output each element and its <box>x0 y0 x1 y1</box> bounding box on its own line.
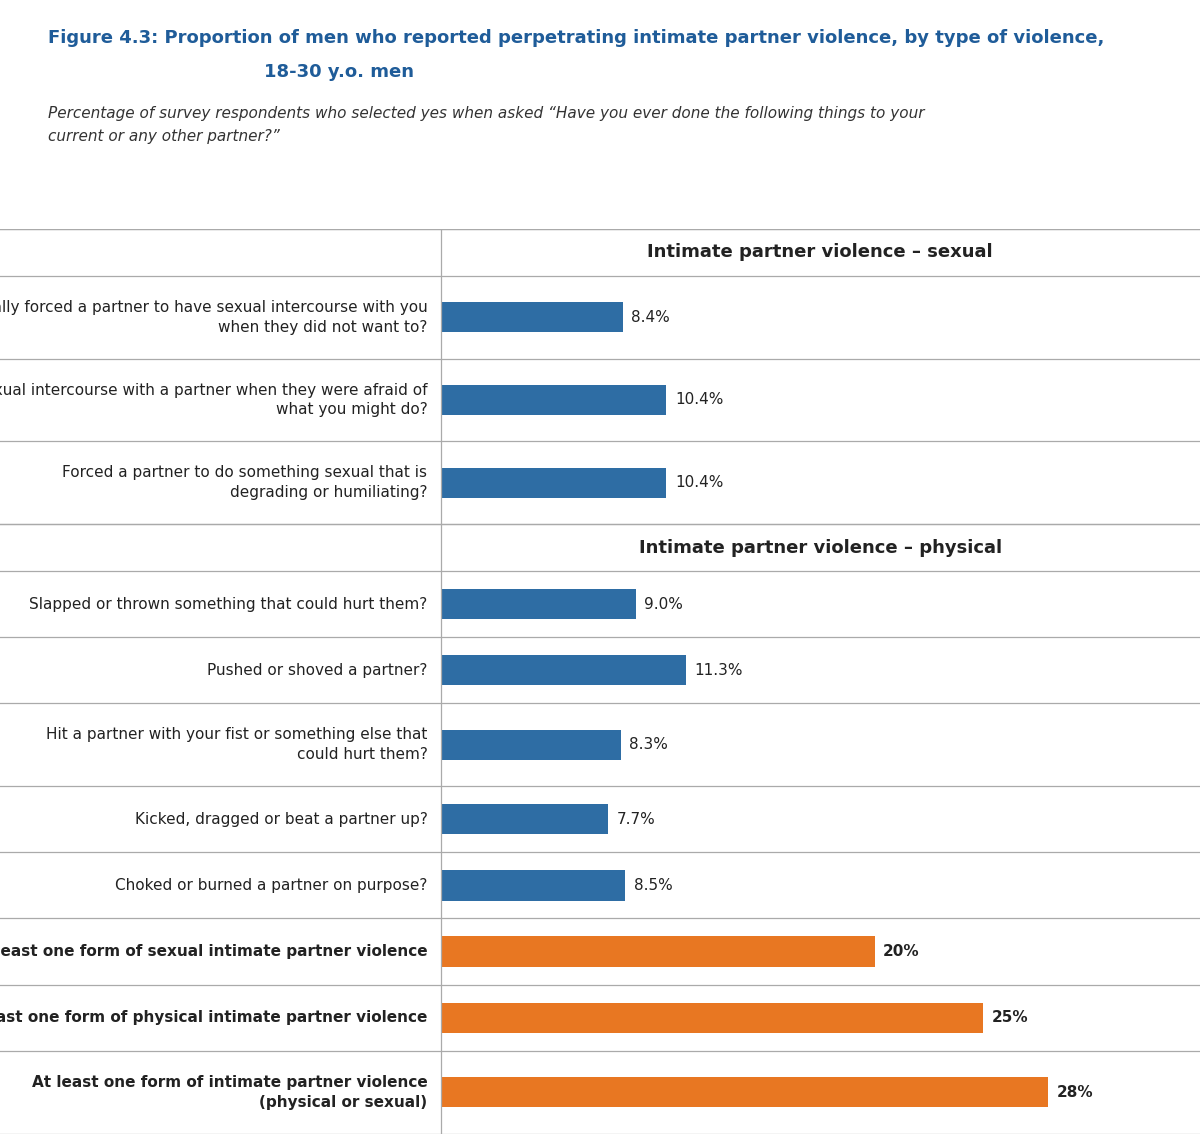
Text: 7.7%: 7.7% <box>617 812 655 827</box>
Bar <box>440 655 685 686</box>
Bar <box>440 467 666 498</box>
Text: 11.3%: 11.3% <box>695 663 743 678</box>
Text: Had sexual intercourse with a partner when they were afraid of
what you might do: Had sexual intercourse with a partner wh… <box>0 382 427 418</box>
Text: 9.0%: 9.0% <box>644 597 683 611</box>
Text: 20%: 20% <box>883 943 920 960</box>
Text: 10.4%: 10.4% <box>674 475 724 490</box>
Text: 10.4%: 10.4% <box>674 393 724 408</box>
Bar <box>440 1077 1048 1107</box>
Bar <box>440 937 875 966</box>
Text: 25%: 25% <box>991 1010 1028 1025</box>
Text: At least one form of physical intimate partner violence: At least one form of physical intimate p… <box>0 1010 427 1025</box>
Text: 8.3%: 8.3% <box>629 737 668 752</box>
Text: Intimate partner violence – physical: Intimate partner violence – physical <box>638 538 1002 556</box>
Text: Physically forced a partner to have sexual intercourse with you
when they did no: Physically forced a partner to have sexu… <box>0 300 427 334</box>
Text: Intimate partner violence – sexual: Intimate partner violence – sexual <box>648 244 994 261</box>
Text: Slapped or thrown something that could hurt them?: Slapped or thrown something that could h… <box>29 597 427 611</box>
Bar <box>440 1003 983 1033</box>
Bar <box>440 589 636 619</box>
Text: Pushed or shoved a partner?: Pushed or shoved a partner? <box>208 663 427 678</box>
Text: Percentage of survey respondents who selected yes when asked “Have you ever done: Percentage of survey respondents who sel… <box>48 106 924 143</box>
Text: Figure 4.3: Proportion of men who reported perpetrating intimate partner violenc: Figure 4.3: Proportion of men who report… <box>48 29 1104 47</box>
Text: 8.4%: 8.4% <box>631 310 671 325</box>
Text: 28%: 28% <box>1057 1084 1093 1099</box>
Text: 18-30 y.o. men: 18-30 y.o. men <box>264 63 414 81</box>
Bar <box>440 804 607 835</box>
Text: Choked or burned a partner on purpose?: Choked or burned a partner on purpose? <box>115 878 427 893</box>
Text: At least one form of intimate partner violence
(physical or sexual): At least one form of intimate partner vi… <box>31 1075 427 1110</box>
Text: Kicked, dragged or beat a partner up?: Kicked, dragged or beat a partner up? <box>134 812 427 827</box>
Bar <box>440 385 666 416</box>
Bar <box>440 302 623 332</box>
Text: At least one form of sexual intimate partner violence: At least one form of sexual intimate par… <box>0 943 427 960</box>
Text: Hit a partner with your fist or something else that
could hurt them?: Hit a partner with your fist or somethin… <box>46 727 427 763</box>
Text: 8.5%: 8.5% <box>634 878 672 893</box>
Text: Forced a partner to do something sexual that is
degrading or humiliating?: Forced a partner to do something sexual … <box>62 465 427 500</box>
Bar <box>440 729 620 760</box>
Bar <box>440 870 625 900</box>
